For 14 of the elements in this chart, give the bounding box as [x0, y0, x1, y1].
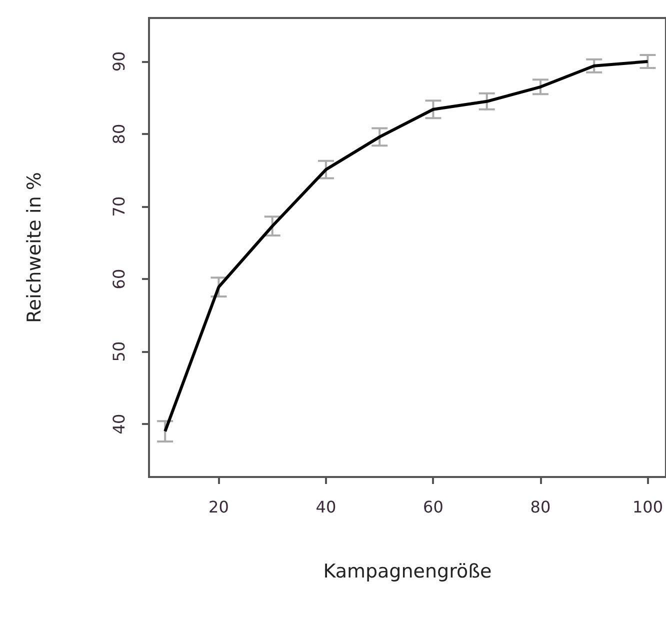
x-axis-title: Kampagnengröße	[323, 560, 492, 582]
x-tick-label: 100	[632, 498, 664, 516]
y-tick-label: 40	[110, 414, 128, 434]
line-series	[164, 60, 650, 433]
x-tick-label: 40	[316, 498, 336, 516]
y-tick-label: 90	[110, 51, 128, 72]
y-tick-label: 50	[110, 341, 128, 362]
y-tick-label: 80	[110, 124, 128, 144]
x-tick-label: 80	[530, 498, 551, 516]
y-tick-label: 70	[110, 196, 128, 217]
x-tick-label: 20	[208, 498, 229, 516]
y-axis-title: Reichweite in %	[24, 172, 46, 323]
x-tick-label: 60	[423, 498, 444, 516]
y-tick-label: 60	[110, 268, 128, 290]
